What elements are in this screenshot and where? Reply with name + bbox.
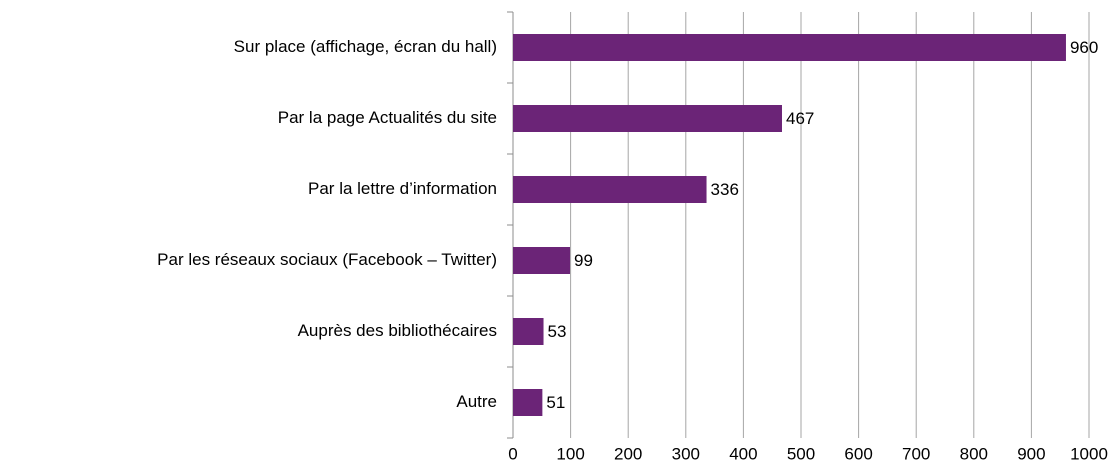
x-tick-label: 700	[902, 444, 930, 462]
y-tick-label: Par la lettre d’information	[308, 179, 497, 198]
x-tick-label: 500	[787, 444, 815, 462]
data-label: 336	[711, 180, 739, 199]
y-tick-label: Auprès des bibliothécaires	[298, 321, 497, 340]
data-label: 53	[548, 322, 567, 341]
x-tick-label: 900	[1017, 444, 1045, 462]
x-tick-label: 800	[960, 444, 988, 462]
bar	[513, 176, 707, 203]
x-tick-label: 100	[556, 444, 584, 462]
y-tick-label: Par la page Actualités du site	[278, 108, 497, 127]
data-label: 960	[1070, 38, 1098, 57]
bar	[513, 247, 571, 274]
bar	[513, 105, 782, 132]
bar	[513, 318, 544, 345]
x-tick-label: 1000	[1070, 444, 1108, 462]
y-tick-label: Sur place (affichage, écran du hall)	[234, 37, 497, 56]
x-tick-label: 400	[729, 444, 757, 462]
bar	[513, 389, 543, 416]
bar	[513, 34, 1066, 61]
data-label: 99	[574, 251, 593, 270]
data-label: 51	[546, 393, 565, 412]
data-label: 467	[786, 109, 814, 128]
y-tick-label: Par les réseaux sociaux (Facebook – Twit…	[157, 250, 497, 269]
x-tick-label: 600	[844, 444, 872, 462]
x-tick-label: 0	[508, 444, 517, 462]
y-tick-label: Autre	[456, 392, 497, 411]
x-tick-label: 300	[672, 444, 700, 462]
x-tick-label: 200	[614, 444, 642, 462]
